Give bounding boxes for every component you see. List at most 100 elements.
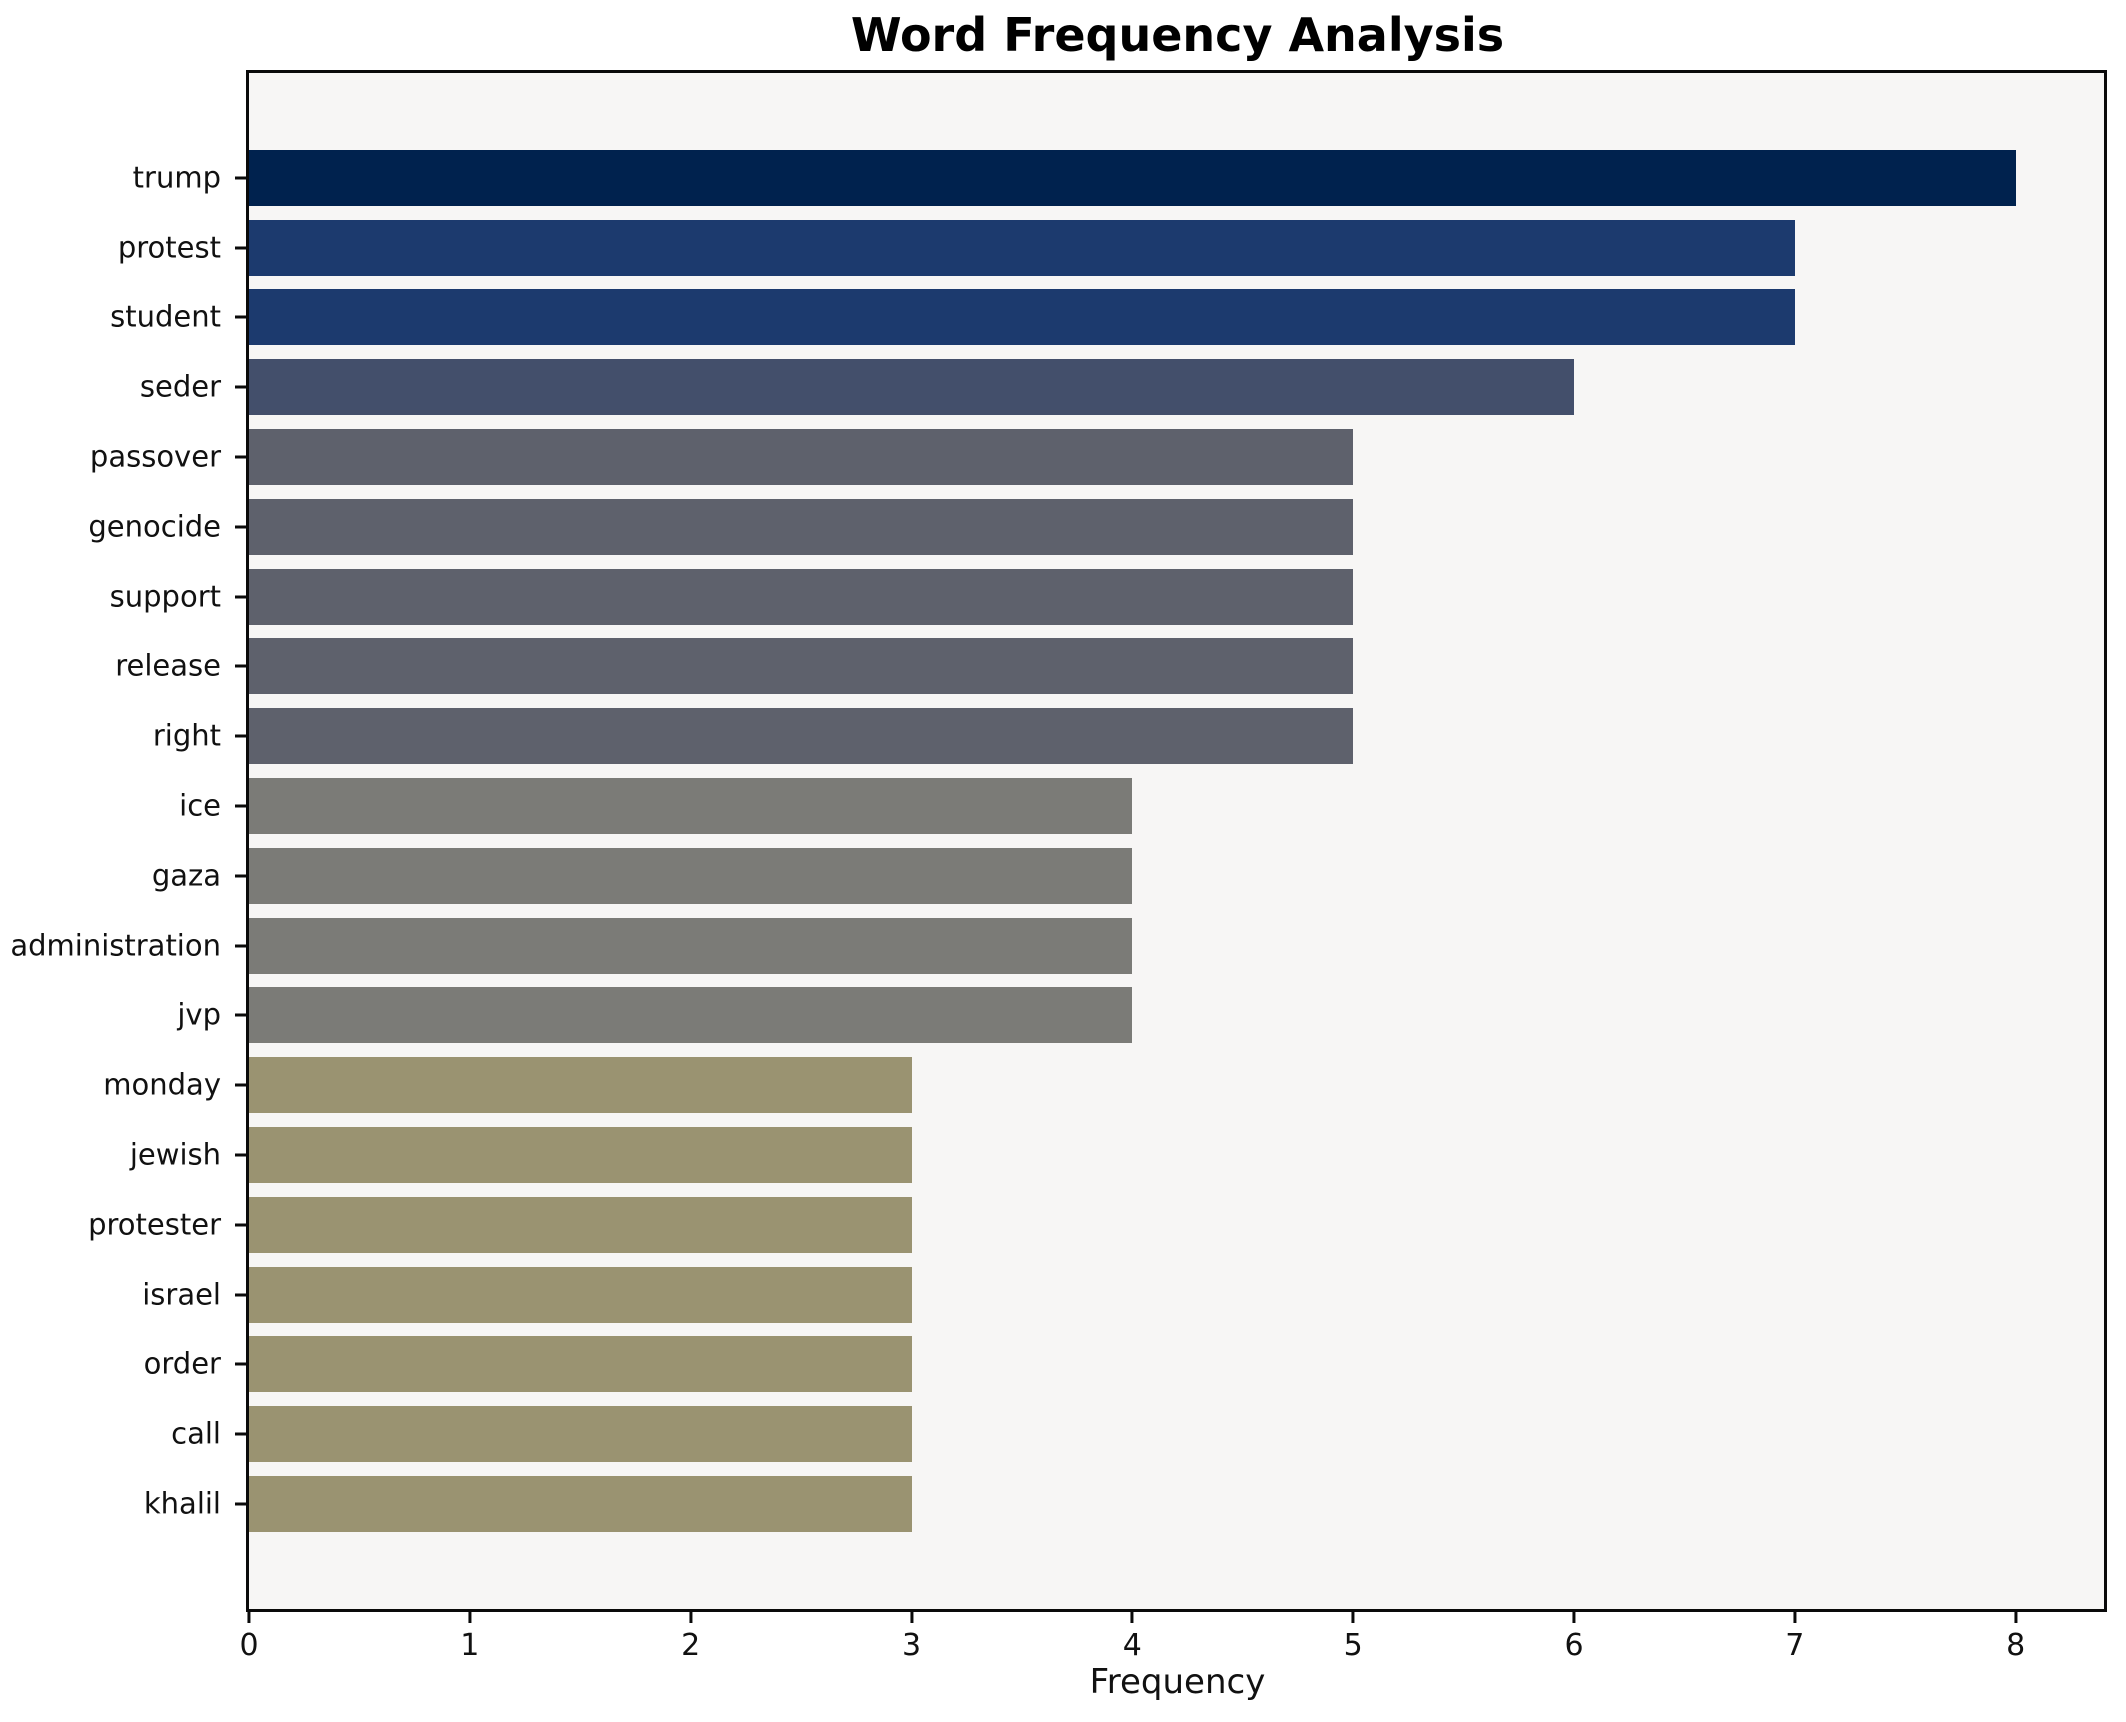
- x-tick-mark: [247, 1612, 251, 1623]
- y-tick-mark: [235, 1502, 246, 1506]
- y-axis-label: student: [110, 299, 221, 334]
- y-tick-mark: [235, 1362, 246, 1366]
- bar-row: khalil: [144, 1469, 2104, 1539]
- y-tick-mark: [235, 874, 246, 878]
- y-axis-label: jvp: [177, 997, 221, 1032]
- x-tick-mark: [910, 1612, 913, 1623]
- bar-release: [249, 638, 1354, 695]
- x-tick-label: 8: [2006, 1628, 2026, 1663]
- x-tick-label: 1: [460, 1628, 480, 1663]
- bar-row: protester: [88, 1190, 2104, 1260]
- y-axis-label: israel: [142, 1277, 221, 1312]
- bar-jvp: [249, 987, 1133, 1044]
- x-tick-label: 7: [1785, 1628, 1805, 1663]
- bar-row: student: [110, 283, 2104, 353]
- x-tick-mark: [2014, 1612, 2018, 1623]
- bar-protest: [249, 219, 1795, 276]
- bar-order: [249, 1336, 912, 1393]
- x-tick: 7: [1785, 1609, 1804, 1661]
- x-tick-mark: [1793, 1612, 1797, 1623]
- y-axis-label: jewish: [129, 1137, 221, 1172]
- x-tick-label: 4: [1122, 1628, 1142, 1663]
- bar-genocide: [249, 498, 1354, 555]
- x-tick-label: 6: [1564, 1628, 1584, 1663]
- bar-israel: [249, 1266, 912, 1323]
- y-tick-mark: [235, 176, 246, 180]
- bars-container: trump protest student seder passover genocide…: [10, 143, 2104, 1539]
- x-tick: 5: [1344, 1609, 1363, 1661]
- bar-row: release: [115, 632, 2104, 702]
- y-axis-label: release: [115, 648, 221, 683]
- y-tick-mark: [235, 315, 246, 319]
- x-tick-mark: [1351, 1612, 1355, 1623]
- plot-area: trump protest student seder passover genocide…: [10, 70, 2107, 1661]
- y-tick-mark: [235, 944, 246, 948]
- y-axis-label: call: [171, 1416, 221, 1451]
- x-tick: 6: [1564, 1609, 1584, 1663]
- y-tick-mark: [235, 1153, 246, 1157]
- bar-protester: [249, 1196, 912, 1253]
- y-axis-label: ice: [179, 788, 221, 823]
- x-tick-label: 5: [1343, 1628, 1363, 1663]
- y-tick-mark: [235, 1432, 246, 1436]
- x-tick-label: 3: [901, 1628, 922, 1663]
- bar-row: order: [144, 1330, 2104, 1400]
- chart-title: Word Frequency Analysis: [850, 8, 1505, 62]
- bar-seder: [249, 359, 1574, 416]
- bar-student: [249, 289, 1795, 346]
- bar-passover: [249, 429, 1354, 486]
- bar-row: administration: [10, 911, 2104, 981]
- y-tick-mark: [235, 385, 246, 389]
- bar-row: genocide: [88, 492, 2104, 562]
- bar-row: call: [171, 1399, 2104, 1469]
- x-tick: 3: [902, 1609, 921, 1661]
- y-axis-label: khalil: [143, 1486, 221, 1521]
- y-axis-label: administration: [10, 928, 221, 963]
- y-axis-label: gaza: [151, 858, 221, 893]
- bar-row: passover: [90, 422, 2104, 492]
- x-tick-mark: [1130, 1612, 1134, 1623]
- bar-row: jvp: [177, 981, 2104, 1051]
- bar-support: [249, 568, 1354, 625]
- y-axis-label: right: [152, 718, 221, 753]
- y-tick-mark: [235, 595, 246, 599]
- bar-row: support: [110, 562, 2104, 632]
- bar-call: [249, 1406, 912, 1463]
- y-tick-mark: [235, 246, 246, 250]
- bar-monday: [249, 1057, 912, 1114]
- x-tick-mark: [468, 1612, 472, 1623]
- bar-row: gaza: [152, 841, 2104, 911]
- y-axis-label: genocide: [88, 509, 221, 544]
- bar-row: trump: [133, 143, 2104, 213]
- bar-administration: [249, 917, 1133, 974]
- y-axis-label: protest: [117, 230, 221, 265]
- bar-gaza: [249, 847, 1133, 904]
- bar-khalil: [249, 1476, 912, 1533]
- x-tick: 2: [681, 1609, 700, 1661]
- y-axis-label: monday: [103, 1067, 221, 1102]
- x-tick-mark: [1572, 1612, 1576, 1623]
- bar-row: right: [153, 701, 2104, 771]
- y-tick-mark: [235, 734, 246, 738]
- x-tick-label: 0: [239, 1628, 259, 1663]
- bar-row: seder: [140, 352, 2104, 422]
- bar-row: ice: [179, 771, 2104, 841]
- y-axis-label: seder: [139, 369, 221, 404]
- y-tick-mark: [235, 1223, 246, 1227]
- bar-trump: [249, 149, 2016, 206]
- x-tick-label: 2: [681, 1628, 701, 1663]
- bar-right: [249, 708, 1354, 765]
- x-axis-label: Frequency: [1089, 1662, 1266, 1702]
- y-tick-mark: [235, 664, 246, 668]
- y-axis-label: order: [143, 1346, 221, 1381]
- x-tick: 8: [2006, 1609, 2025, 1661]
- y-tick-mark: [235, 525, 246, 529]
- x-tick: 1: [460, 1609, 479, 1661]
- x-tick: 0: [239, 1609, 259, 1663]
- bar-row: jewish: [130, 1120, 2104, 1190]
- bar-row: protest: [118, 213, 2104, 283]
- y-tick-mark: [235, 804, 246, 808]
- y-axis-label: trump: [132, 160, 221, 195]
- y-axis-label: protester: [88, 1207, 221, 1242]
